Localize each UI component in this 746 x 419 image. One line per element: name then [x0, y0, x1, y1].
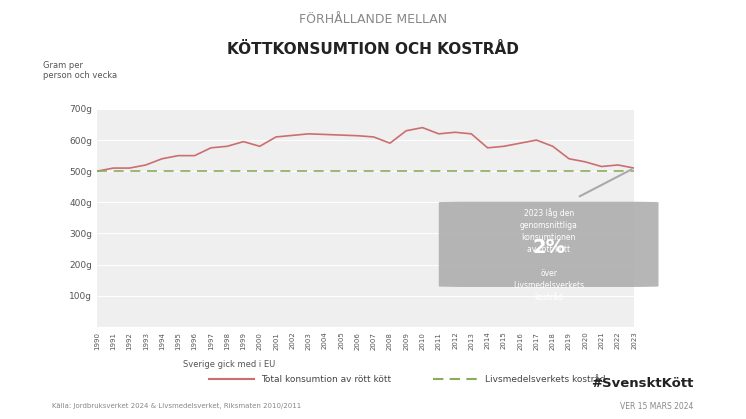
Text: Sverige gick med i EU: Sverige gick med i EU: [184, 360, 275, 368]
Text: Livsmedelsverkets kostråd: Livsmedelsverkets kostråd: [485, 375, 606, 384]
Text: KÖTTKONSUMTION OCH KOSTRÅD: KÖTTKONSUMTION OCH KOSTRÅD: [227, 42, 519, 57]
Text: över
Livsmedelsverkets
kostråd: över Livsmedelsverkets kostråd: [513, 269, 584, 302]
Text: Gram per
person och vecka: Gram per person och vecka: [43, 61, 117, 80]
FancyBboxPatch shape: [439, 202, 659, 287]
Text: VER 15 MARS 2024: VER 15 MARS 2024: [621, 402, 694, 411]
Text: 2023 låg den
genomsnittliga
konsumtionen
av rött kött: 2023 låg den genomsnittliga konsumtionen…: [520, 209, 577, 254]
Text: 2%: 2%: [532, 238, 565, 257]
Text: #SvensktKött: #SvensktKött: [592, 377, 694, 390]
Text: Total konsumtion av rött kött: Total konsumtion av rött kött: [261, 375, 391, 384]
Text: Källa: Jordbruksverket 2024 & Livsmedelsverket, Riksmaten 2010/2011: Källa: Jordbruksverket 2024 & Livsmedels…: [52, 403, 301, 409]
Text: FÖRHÅLLANDE MELLAN: FÖRHÅLLANDE MELLAN: [299, 13, 447, 26]
